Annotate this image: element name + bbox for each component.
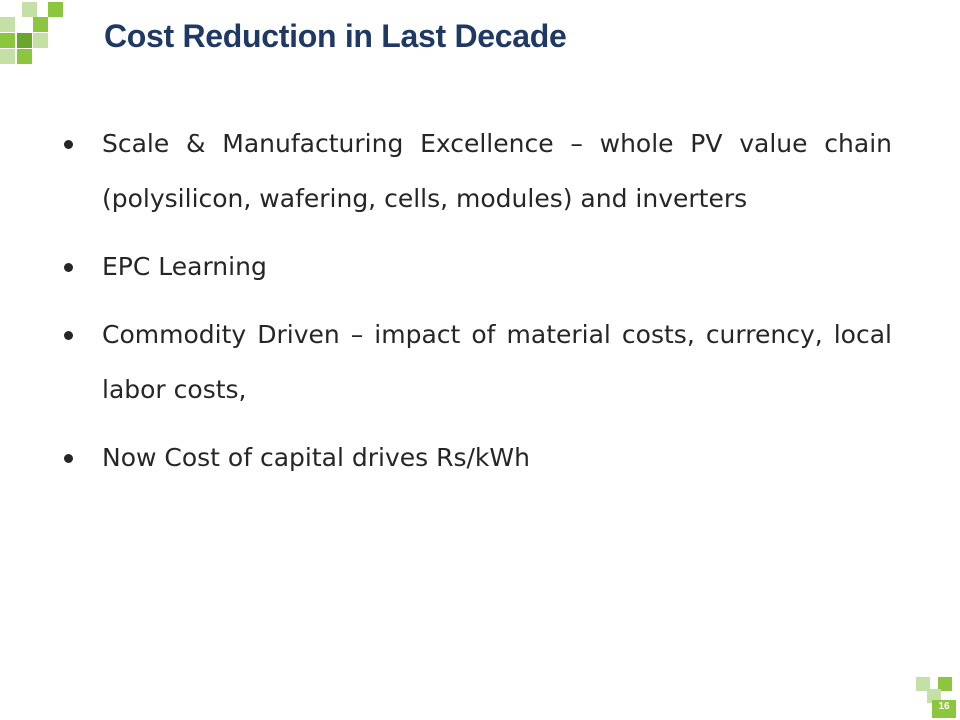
corner-mosaic-icon bbox=[0, 0, 70, 66]
bullet-list: Scale & Manufacturing Excellence – whole… bbox=[60, 116, 892, 498]
bullet-item: EPC Learning bbox=[60, 239, 892, 294]
bullet-item: Now Cost of capital drives Rs/kWh bbox=[60, 430, 892, 485]
slide-title: Cost Reduction in Last Decade bbox=[104, 18, 567, 54]
mosaic-square bbox=[33, 17, 48, 32]
mosaic-square bbox=[927, 689, 941, 703]
mosaic-square bbox=[938, 677, 952, 691]
bullet-item: Commodity Driven – impact of material co… bbox=[60, 307, 892, 417]
mosaic-square bbox=[0, 49, 15, 64]
bullet-item: Scale & Manufacturing Excellence – whole… bbox=[60, 116, 892, 226]
mosaic-square bbox=[0, 17, 15, 32]
bullet-text: EPC Learning bbox=[102, 252, 267, 281]
mosaic-square bbox=[33, 33, 48, 48]
mosaic-square bbox=[0, 33, 15, 48]
bullet-dot-icon bbox=[64, 454, 73, 463]
bullet-dot-icon bbox=[64, 263, 73, 272]
page-number-mosaic-icon bbox=[910, 675, 960, 720]
mosaic-square bbox=[22, 2, 37, 17]
bullet-dot-icon bbox=[64, 140, 73, 149]
bullet-dot-icon bbox=[64, 331, 73, 340]
page-number: 16 bbox=[938, 701, 950, 712]
bullet-text: Now Cost of capital drives Rs/kWh bbox=[102, 443, 530, 472]
mosaic-square bbox=[48, 2, 63, 17]
mosaic-square bbox=[17, 33, 32, 48]
mosaic-square bbox=[932, 700, 956, 718]
bullet-text: Scale & Manufacturing Excellence – whole… bbox=[102, 129, 892, 213]
bullet-text: Commodity Driven – impact of material co… bbox=[102, 320, 892, 404]
mosaic-square bbox=[916, 677, 930, 691]
mosaic-square bbox=[17, 49, 32, 64]
